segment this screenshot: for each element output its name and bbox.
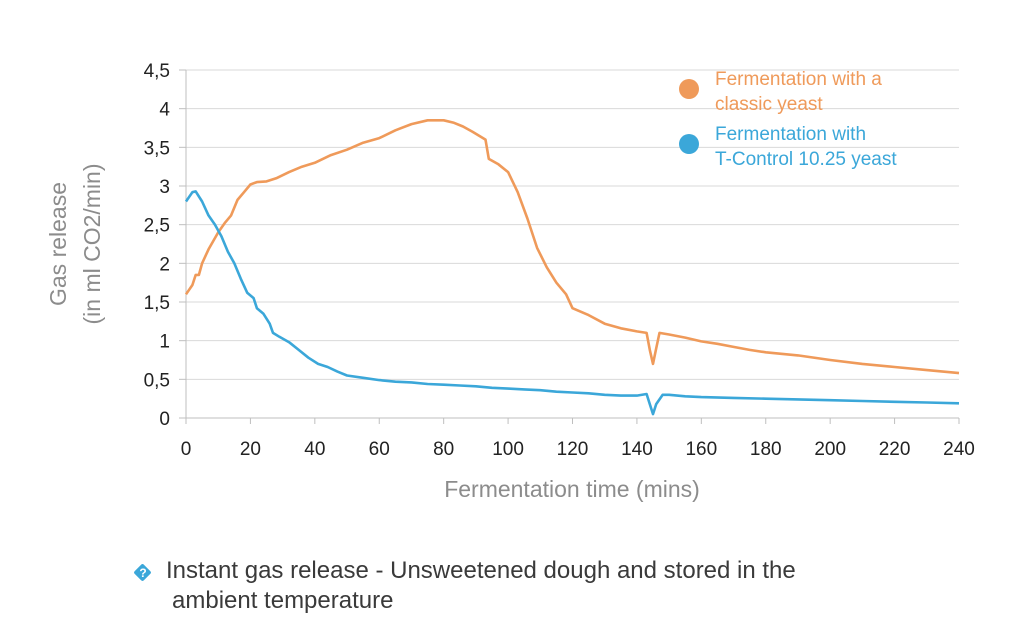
x-tick-label: 0 [181, 439, 192, 460]
x-tick-label: 120 [557, 439, 589, 460]
y-axis-title: Gas release (in ml CO2/min) [45, 163, 105, 324]
chart-caption: ? Instant gas release - Unsweetened doug… [133, 556, 1004, 616]
legend-label-tcontrol-yeast-line1: Fermentation with [715, 124, 866, 145]
axes [179, 69, 960, 424]
legend-label-tcontrol-yeast-line2: T-Control 10.25 yeast [715, 149, 897, 170]
y-tick-label: 3 [159, 177, 170, 198]
x-tick-label: 100 [492, 439, 524, 460]
x-tick-label: 140 [621, 439, 653, 460]
x-tick-label: 180 [750, 439, 782, 460]
legend-marker-classic-yeast [679, 79, 699, 99]
x-tick-label: 80 [433, 439, 454, 460]
series-line-tcontrol-yeast [184, 190, 960, 416]
caption-line2: ambient temperature [172, 587, 394, 614]
legend-label-classic-yeast-line1: Fermentation with a [715, 69, 882, 90]
legend: Fermentation with a classic yeast Fermen… [679, 69, 897, 170]
x-axis-title: Fermentation time (mins) [444, 476, 700, 502]
y-tick-label: 2 [159, 254, 170, 275]
x-tick-labels: 0 20 40 60 80 100 120 140 160 180 200 220 240 [181, 439, 975, 460]
x-tick-label: 240 [943, 439, 975, 460]
caption-line1: Instant gas release - Unsweetened dough … [166, 557, 796, 584]
x-tick-label: 160 [685, 439, 717, 460]
y-axis-title-line2: (in ml CO2/min) [79, 163, 105, 324]
question-diamond-icon: ? [133, 563, 152, 582]
caption-text: Instant gas release - Unsweetened dough … [166, 556, 796, 616]
y-tick-label: 4 [159, 100, 170, 121]
series-lines [184, 119, 960, 416]
x-tick-label: 60 [369, 439, 390, 460]
y-tick-labels: 0 0,5 1 1,5 2 2,5 3 3,5 4 4,5 [144, 61, 171, 430]
y-axis-title-line1: Gas release [45, 182, 71, 306]
y-tick-label: 0 [159, 409, 170, 430]
y-tick-label: 4,5 [144, 61, 170, 82]
y-tick-label: 2,5 [144, 216, 170, 237]
x-tick-label: 220 [879, 439, 911, 460]
gridlines [186, 69, 959, 380]
x-tick-label: 200 [814, 439, 846, 460]
legend-label-classic-yeast-line2: classic yeast [715, 94, 823, 115]
legend-marker-tcontrol-yeast [679, 134, 699, 154]
y-tick-label: 1,5 [144, 293, 170, 314]
series-line-classic-yeast [184, 119, 960, 375]
y-tick-label: 0,5 [144, 370, 170, 391]
gas-release-chart: 0 20 40 60 80 100 120 140 160 180 200 220 240 0 0,5 1 1… [45, 61, 975, 502]
x-tick-label: 20 [240, 439, 261, 460]
y-tick-label: 3,5 [144, 138, 170, 159]
x-tick-label: 40 [304, 439, 325, 460]
y-tick-label: 1 [159, 332, 170, 353]
